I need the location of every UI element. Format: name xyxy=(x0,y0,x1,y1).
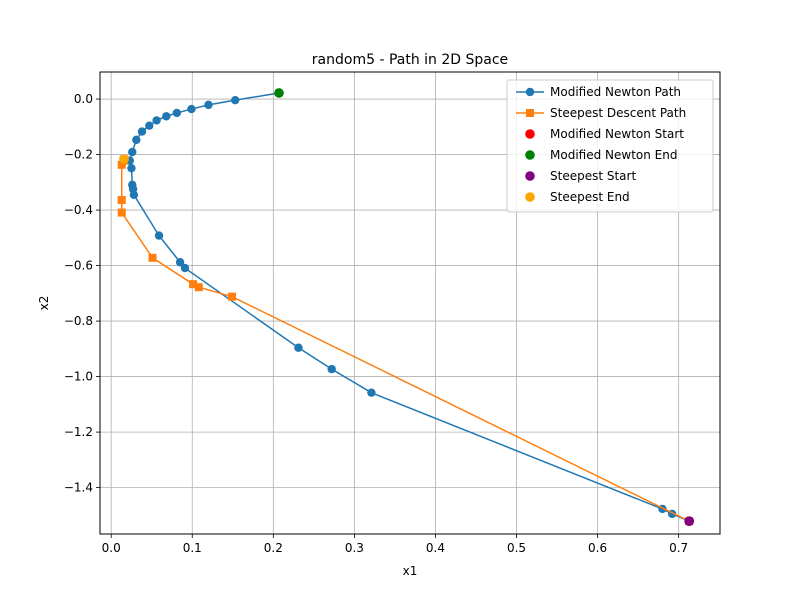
x-tick-label: 0.7 xyxy=(669,541,688,555)
y-tick-label: −0.2 xyxy=(64,148,93,162)
data-point-square xyxy=(117,208,126,217)
y-tick-label: −0.8 xyxy=(64,314,93,328)
legend: Modified Newton Path Steepest Descent Pat… xyxy=(506,79,714,213)
marker-modified-newton-end xyxy=(274,88,284,98)
legend-entry: Modified Newton Start xyxy=(525,127,684,141)
y-tick-label: −1.4 xyxy=(64,481,93,495)
data-point-circle xyxy=(145,121,154,130)
data-point-circle xyxy=(154,231,164,240)
data-point-circle xyxy=(187,104,196,114)
x-tick-label: 0.0 xyxy=(102,541,121,555)
plot-series xyxy=(117,88,694,526)
x-tick-label: 0.4 xyxy=(426,541,445,555)
legend-entry: Modified Newton End xyxy=(525,148,677,162)
legend-label: Steepest End xyxy=(550,190,630,204)
legend-entry: Steepest Start xyxy=(525,169,636,183)
legend-label: Modified Newton End xyxy=(550,148,677,162)
legend-marker xyxy=(525,150,535,160)
x-tick-label: 0.1 xyxy=(183,541,202,555)
y-tick-label: −0.6 xyxy=(64,259,93,273)
x-tick-label: 0.2 xyxy=(264,541,283,555)
y-tick-label: 0.0 xyxy=(74,92,93,106)
data-point-circle xyxy=(327,364,336,374)
data-point-circle xyxy=(175,258,185,267)
y-axis-ticks: 0.0 −0.2 −0.4 −0.6 −0.8 −1.0 −1.2 −1.4 xyxy=(64,92,100,495)
series-line-steepest-descent-path xyxy=(120,158,690,522)
x-axis-ticks: 0.0 0.1 0.2 0.3 0.4 0.5 0.6 0.7 xyxy=(102,534,688,555)
legend-label: Steepest Descent Path xyxy=(550,106,686,120)
data-point-circle xyxy=(128,147,137,157)
x-tick-label: 0.6 xyxy=(588,541,607,555)
y-axis-label: x2 xyxy=(37,296,51,311)
data-point-square xyxy=(148,253,157,262)
data-point-square xyxy=(117,196,126,205)
data-point-square xyxy=(194,283,203,292)
x-axis-label: x1 xyxy=(403,564,418,578)
series-steepest-end xyxy=(119,154,129,165)
series-modified-newton-path xyxy=(125,88,694,526)
data-point-circle xyxy=(162,112,171,121)
data-point-square xyxy=(227,292,236,301)
legend-entry: Modified Newton Path xyxy=(516,85,681,99)
y-tick-label: −1.2 xyxy=(64,425,93,439)
marker-steepest-end xyxy=(119,154,129,165)
legend-entry: Steepest Descent Path xyxy=(516,106,686,120)
legend-box xyxy=(506,79,714,213)
y-tick-label: −0.4 xyxy=(64,203,93,217)
data-point-circle xyxy=(127,163,136,173)
legend-label: Modified Newton Start xyxy=(550,127,684,141)
y-tick-label: −1.0 xyxy=(64,370,93,384)
chart-title: random5 - Path in 2D Space xyxy=(312,52,508,68)
axes-frame xyxy=(99,71,721,535)
legend-label: Steepest Start xyxy=(550,169,636,183)
data-point-circle xyxy=(132,135,141,145)
legend-marker xyxy=(525,192,535,202)
legend-entry: Steepest End xyxy=(525,190,630,204)
marker-steepest-start xyxy=(684,516,694,526)
data-point-circle xyxy=(204,100,213,110)
x-tick-label: 0.5 xyxy=(507,541,526,555)
legend-label: Modified Newton Path xyxy=(550,85,681,99)
legend-marker xyxy=(525,87,535,97)
data-point-circle xyxy=(128,180,137,190)
x-tick-label: 0.3 xyxy=(345,541,364,555)
data-point-square xyxy=(117,160,126,169)
data-point-circle xyxy=(172,108,182,118)
data-point-circle xyxy=(137,127,147,136)
data-point-circle xyxy=(180,263,190,273)
series-modified-newton-end xyxy=(274,88,284,98)
data-point-circle xyxy=(367,388,376,397)
data-point-circle xyxy=(294,343,303,352)
legend-marker xyxy=(526,109,534,117)
data-point-circle xyxy=(231,95,240,105)
series-steepest-start xyxy=(684,516,694,526)
legend-marker xyxy=(525,171,535,181)
data-point-square xyxy=(189,280,198,289)
data-point-circle xyxy=(152,116,161,125)
legend-marker xyxy=(525,129,535,139)
